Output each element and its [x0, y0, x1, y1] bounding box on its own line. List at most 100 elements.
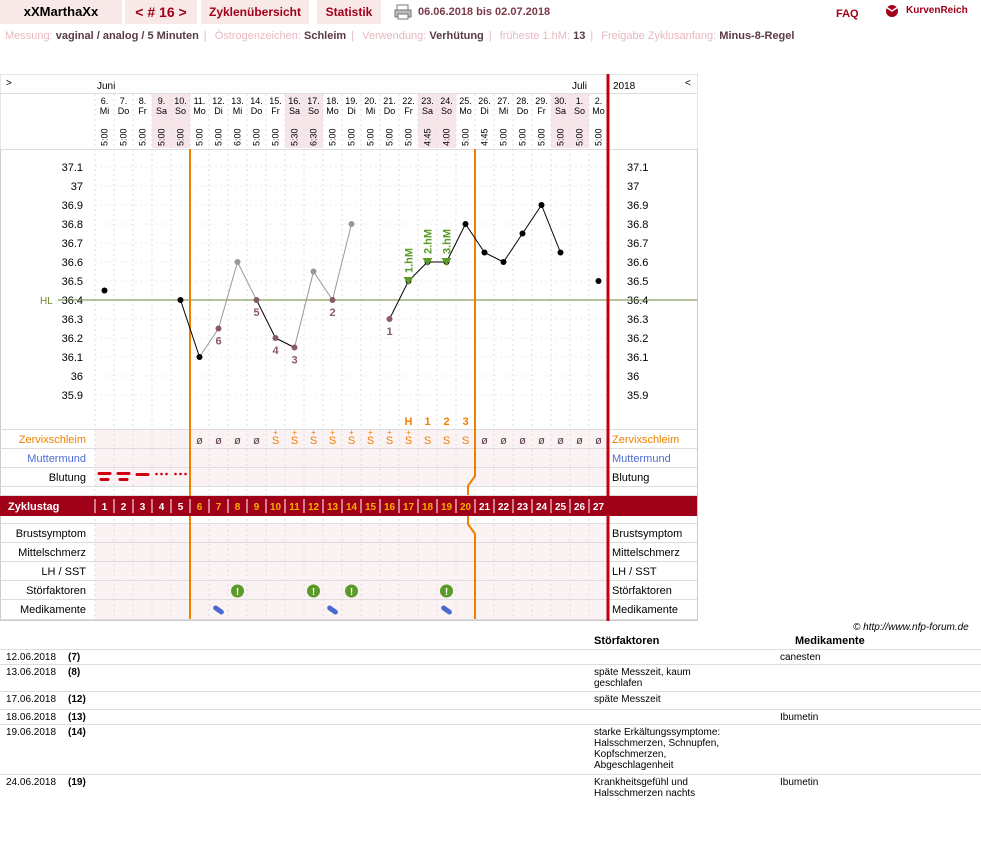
- note-disturb: starke Erkältungssymptome: Halsschmerzen…: [594, 727, 721, 771]
- note-day: (14): [68, 727, 86, 738]
- temp-point: [177, 297, 184, 303]
- bleeding-spotting: [179, 472, 182, 476]
- time-label: 5:00: [157, 128, 167, 146]
- row-label-right-bleeding: Blutung: [612, 472, 649, 484]
- cycle-day: 10: [270, 502, 282, 513]
- weekend-shade: [418, 94, 437, 148]
- print-icon[interactable]: [394, 4, 412, 20]
- pill-icon: [213, 605, 224, 615]
- high-measurement-label: 3.hM: [442, 229, 454, 254]
- note-date: 17.06.2018: [6, 694, 57, 705]
- infertile-marker-line: [467, 515, 476, 619]
- weekday-label: Fr: [404, 106, 413, 116]
- date-label: 15.: [269, 96, 282, 106]
- time-label: 5:00: [176, 128, 186, 146]
- time-label: 4:45: [423, 128, 433, 146]
- date-label: 17.: [307, 96, 320, 106]
- mucus-dry: ø: [234, 435, 241, 447]
- weekday-label: Mo: [459, 106, 472, 116]
- note-row: 19.06.2018 (14) starke Erkältungssymptom…: [0, 724, 981, 775]
- bleeding-spotting: [155, 472, 158, 476]
- date-label: 24.: [440, 96, 453, 106]
- temp-point: [462, 221, 469, 227]
- date-label: 28.: [516, 96, 529, 106]
- row-label-breast: Brustsymptom: [16, 528, 86, 540]
- weekday-label: So: [441, 106, 452, 116]
- y-tick-left: 36.7: [62, 238, 83, 250]
- weekday-label: So: [308, 106, 319, 116]
- row-bg-lh: [95, 562, 608, 581]
- y-tick-right: 36.3: [627, 314, 648, 326]
- cycle-day: 8: [235, 502, 241, 513]
- mucus-s: S: [424, 435, 431, 447]
- temperature-chart: > <Juni Juli 20186.Mi5:007.Do5:008.Fr5:009.…: [0, 74, 698, 621]
- weekday-label: Fr: [138, 106, 147, 116]
- row-label-right-mucus: Zervixschleim: [612, 434, 679, 446]
- mucus-best: S: [386, 435, 393, 447]
- time-label: 5:00: [119, 128, 129, 146]
- bleeding-spotting: [174, 472, 177, 476]
- credit[interactable]: © http://www.nfp-forum.de: [853, 622, 969, 633]
- y-tick-left: 37: [71, 181, 83, 193]
- y-tick-left: 35.9: [62, 390, 83, 402]
- mucus-dry: ø: [500, 435, 507, 447]
- mucus-count-label: 1: [424, 416, 430, 428]
- row-bg-cervix: [95, 449, 608, 468]
- cycle-day: 16: [384, 502, 396, 513]
- row-label-disturb: Störfaktoren: [26, 585, 86, 597]
- weekday-label: Mi: [233, 106, 243, 116]
- plot-bg: [95, 149, 608, 429]
- notes-col-disturb: Störfaktoren: [594, 635, 660, 647]
- temp-line: [237, 261, 257, 301]
- y-tick-right: 36.6: [627, 257, 648, 269]
- faq-link[interactable]: FAQ: [836, 8, 859, 20]
- mucus-dry: ø: [215, 435, 222, 447]
- month-label: Juni: [97, 81, 115, 92]
- cycle-day-bar: [0, 496, 697, 516]
- weekday-label: Do: [251, 106, 263, 116]
- cycle-day: 15: [365, 502, 377, 513]
- mucus-count-label: H: [405, 416, 413, 428]
- date-label: 16.: [288, 96, 301, 106]
- temp-line: [541, 204, 561, 253]
- weekday-label: Sa: [156, 106, 167, 116]
- date-label: 23.: [421, 96, 434, 106]
- year-label: 2018: [613, 81, 636, 92]
- cycle-navigator[interactable]: < # 16 >: [125, 0, 197, 24]
- time-label: 5:00: [195, 128, 205, 146]
- temp-point: [595, 278, 602, 284]
- low-point-label: 2: [329, 307, 335, 319]
- row-bg-breast: [95, 524, 608, 543]
- time-label: 5:00: [100, 128, 110, 146]
- nav-prev-arrow[interactable]: >: [6, 78, 12, 89]
- cycle-day: 22: [498, 502, 510, 513]
- time-label: 5:00: [575, 128, 585, 146]
- date-label: 18.: [326, 96, 339, 106]
- brand-name[interactable]: KurvenReich: [906, 5, 968, 16]
- nav-next-arrow[interactable]: <: [685, 78, 691, 89]
- mucus-plus: +: [330, 428, 335, 437]
- row-label-right-disturb: Störfaktoren: [612, 585, 672, 597]
- tab-statistics[interactable]: Statistik: [317, 0, 381, 24]
- weekday-label: Sa: [422, 106, 433, 116]
- temp-point: [101, 287, 108, 294]
- cycle-day: 9: [254, 502, 260, 513]
- cycle-day: 14: [346, 502, 358, 513]
- note-date: 19.06.2018: [6, 727, 57, 738]
- mucus-dry: ø: [196, 435, 203, 447]
- mucus-count-label: 2: [443, 416, 449, 428]
- username[interactable]: xXMarthaXx: [0, 0, 122, 24]
- note-day: (7): [68, 652, 81, 663]
- tab-cycle-overview[interactable]: Zyklenübersicht: [201, 0, 309, 24]
- date-label: 13.: [231, 96, 244, 106]
- temp-point: [557, 249, 564, 256]
- note-date: 24.06.2018: [6, 777, 57, 788]
- disturbance-icon: [231, 584, 244, 598]
- time-label: 5:00: [328, 128, 338, 146]
- info-value-earliest-hm: 13: [573, 30, 586, 42]
- row-label-meds: Medikamente: [20, 604, 86, 616]
- bleeding-heavy: [97, 472, 112, 475]
- date-label: 25.: [459, 96, 472, 106]
- mucus-dry: ø: [253, 435, 260, 447]
- temp-point: [234, 259, 241, 265]
